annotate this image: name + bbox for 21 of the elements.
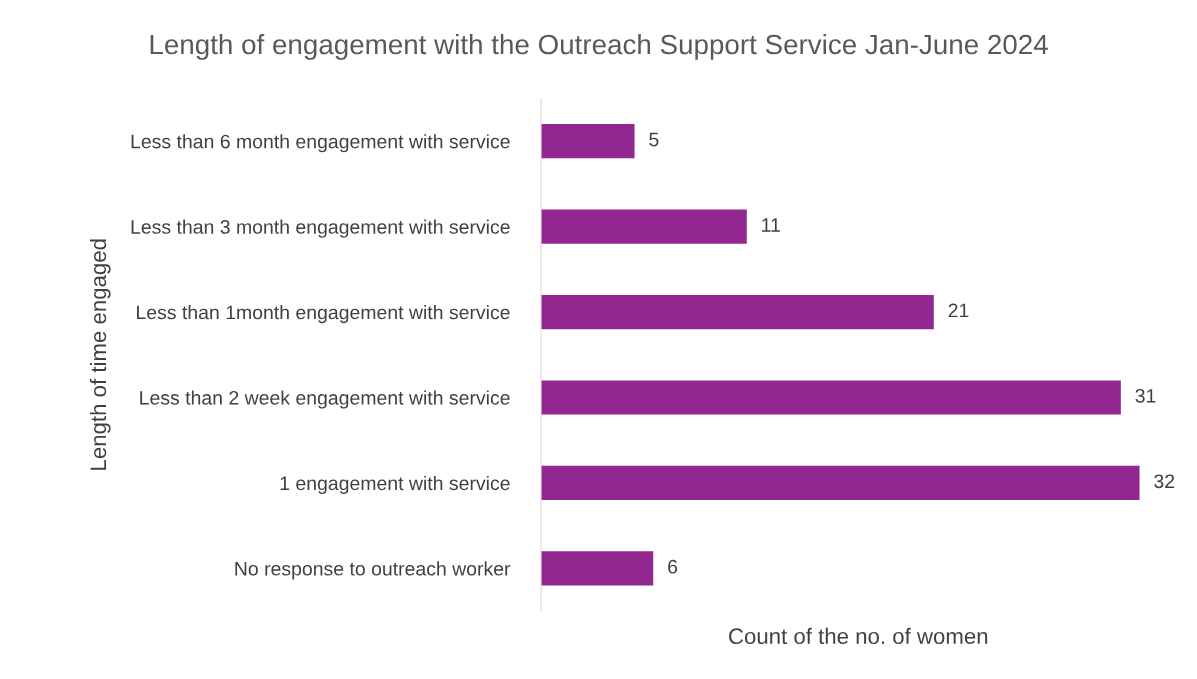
bar (541, 124, 635, 159)
y-tick-label: Less than 6 month engagement with service (131, 134, 510, 153)
bar (541, 209, 747, 244)
data-label: 11 (762, 218, 780, 232)
chart-title: Length of engagement with the Outreach Support Service Jan-June 2024 (150, 33, 1048, 60)
y-tick-label: Less than 2 week engagement with service (140, 390, 510, 409)
bar (541, 294, 934, 330)
data-label: 31 (1135, 388, 1156, 403)
y-tick-label: Less than 3 month engagement with service (131, 219, 510, 238)
y-tick-label: 1 engagement with service (280, 475, 510, 495)
data-label: 5 (649, 132, 659, 147)
bar (541, 380, 1121, 415)
bar (541, 551, 654, 586)
y-tick-label: Less than 1month engagement with service (137, 305, 510, 324)
y-tick-label: No response to outreach worker (235, 561, 511, 580)
bar (541, 465, 1140, 501)
data-label: 32 (1154, 474, 1175, 489)
data-label: 6 (668, 559, 678, 574)
y-axis-title: Length of time engaged (89, 239, 111, 470)
x-axis-title: Count of the no. of women (729, 627, 988, 645)
data-label: 21 (948, 303, 969, 318)
